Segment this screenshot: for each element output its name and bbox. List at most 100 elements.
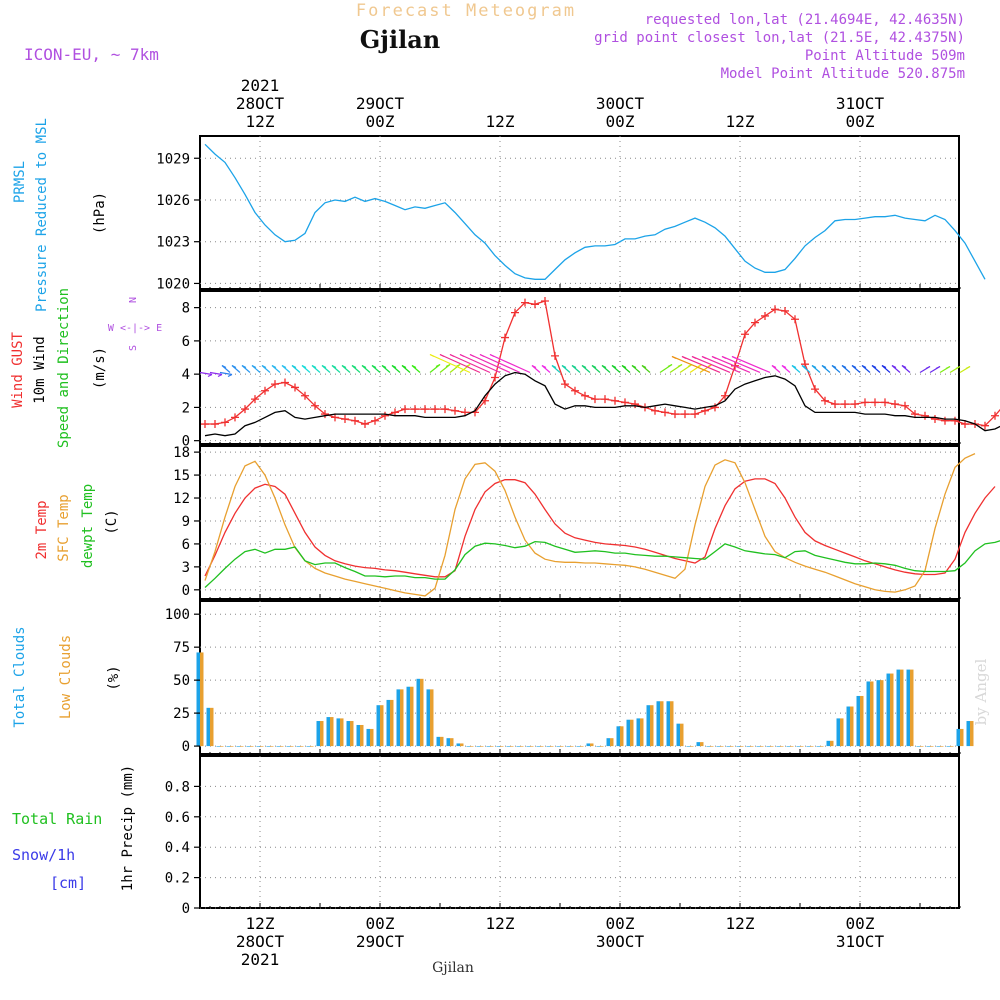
low-cloud-bar <box>780 746 784 747</box>
total-cloud-bar <box>376 705 380 747</box>
wind-arrow-head <box>901 364 907 369</box>
point-altitude: Point Altitude 509m <box>805 48 965 64</box>
bottom-time-label: 00Z <box>846 914 875 933</box>
pressure-unit: (hPa) <box>92 192 108 234</box>
wind-arrow-head <box>449 353 455 358</box>
wind-arrow-head <box>227 373 233 378</box>
gust-marker <box>991 411 999 420</box>
low-cloud-bar <box>680 723 684 747</box>
wind-arrow-head <box>955 365 961 370</box>
total-cloud-bar <box>786 746 790 747</box>
low-cloud-bar <box>230 746 234 747</box>
wind-arrow-head <box>611 364 617 369</box>
y-tick-label: 6 <box>182 537 190 553</box>
gust-marker <box>771 305 779 314</box>
total-cloud-bar <box>286 746 290 747</box>
wind-arrow-head <box>311 364 317 369</box>
low-cloud-bar <box>890 673 894 747</box>
wind-arrow-head <box>207 373 213 378</box>
low-cloud-bar <box>800 746 804 747</box>
low-cloud-bar <box>270 746 274 747</box>
top-time-label: 31OCT <box>836 94 885 113</box>
total-cloud-bar <box>276 746 280 747</box>
total-cloud-bar <box>606 738 610 747</box>
low-cloud-bar <box>740 746 744 747</box>
wind-arrow-head <box>469 353 475 358</box>
total-cloud-bar <box>586 743 590 747</box>
total-cloud-bar <box>496 746 500 747</box>
gust-marker <box>291 383 299 392</box>
panels-layer <box>199 135 960 909</box>
wind-arrow-head <box>821 364 827 369</box>
total-cloud-bar <box>736 746 740 747</box>
gust-marker <box>691 410 699 419</box>
low-cloud-bar <box>670 701 674 747</box>
total-cloud-bar <box>966 721 970 747</box>
total-cloud-bar <box>646 705 650 747</box>
wind-dir-label: Speed and Direction <box>56 288 72 448</box>
wind-arrow <box>731 355 771 374</box>
low-cloud-bar <box>870 681 874 747</box>
wind-arrow-head <box>429 353 435 358</box>
low-cloud-bar <box>600 746 604 747</box>
wind-arrow-head <box>945 365 951 370</box>
low-cloud-bar <box>350 721 354 747</box>
low-cloud-bar <box>390 699 394 747</box>
gust-marker <box>241 405 249 414</box>
low-cloud-bar <box>310 746 314 747</box>
gust-marker <box>301 391 309 400</box>
series-pressure <box>204 143 986 280</box>
wind-arrow <box>701 355 741 374</box>
gust-marker <box>911 410 919 419</box>
wind-arrow-head <box>489 353 495 358</box>
wind-arrow-head <box>601 364 607 369</box>
compass-n: N <box>128 297 139 303</box>
gust-marker <box>741 330 749 339</box>
total-cloud-bar <box>626 719 630 747</box>
gust-marker <box>211 420 219 429</box>
low-cloud-bar <box>650 705 654 747</box>
total-cloud-bar <box>356 724 360 747</box>
gust-marker <box>521 298 529 307</box>
gust-marker <box>941 416 949 425</box>
total-cloud-bar <box>656 701 660 747</box>
wind-arrow-head <box>671 355 677 360</box>
wind-arrow-head <box>551 364 557 369</box>
low-cloud-bar <box>840 718 844 747</box>
wind-arrow-head <box>381 364 387 369</box>
bottom-time-label: 2021 <box>241 950 280 969</box>
wind-arrow <box>681 355 721 374</box>
y-tick-label: 0.6 <box>165 810 190 826</box>
wind-arrow-head <box>677 363 683 368</box>
total-cloud-bar <box>426 689 430 747</box>
compass-we: W <-|-> E <box>108 323 162 334</box>
total-cloud-bar <box>726 746 730 747</box>
panel-frame-temperature <box>199 445 960 600</box>
wind-arrow-head <box>891 364 897 369</box>
low-cloud-bar <box>410 686 414 747</box>
wind-arrow-head <box>691 355 697 360</box>
wind-arrow-head <box>391 364 397 369</box>
gust-marker <box>611 396 619 405</box>
low-cloud-bar <box>340 718 344 747</box>
grid-point-coords: grid point closest lon,lat (21.5E, 42.43… <box>594 30 965 46</box>
top-time-label: 00Z <box>846 112 875 131</box>
low-cloud-bar <box>940 746 944 747</box>
gust-marker <box>951 416 959 425</box>
gust-marker <box>671 410 679 419</box>
low-cloud-bar <box>770 746 774 747</box>
total-cloud-bar <box>296 746 300 747</box>
location-title: Gjilan <box>360 25 440 54</box>
wind-arrow <box>449 353 491 374</box>
y-tick-label: 0.8 <box>165 779 190 795</box>
low-cloud-bar <box>580 746 584 747</box>
y-tick-label: 1020 <box>156 276 190 292</box>
wind-arrow-head <box>261 364 267 369</box>
low-cloud-bar <box>480 746 484 747</box>
wind-arrow-head <box>641 364 647 369</box>
low-cloud-bar <box>290 746 294 747</box>
total-cloud-bar <box>936 746 940 747</box>
total-cloud-bar <box>826 740 830 747</box>
wind-arrow-head <box>851 364 857 369</box>
low-cloud-bar <box>640 718 644 747</box>
